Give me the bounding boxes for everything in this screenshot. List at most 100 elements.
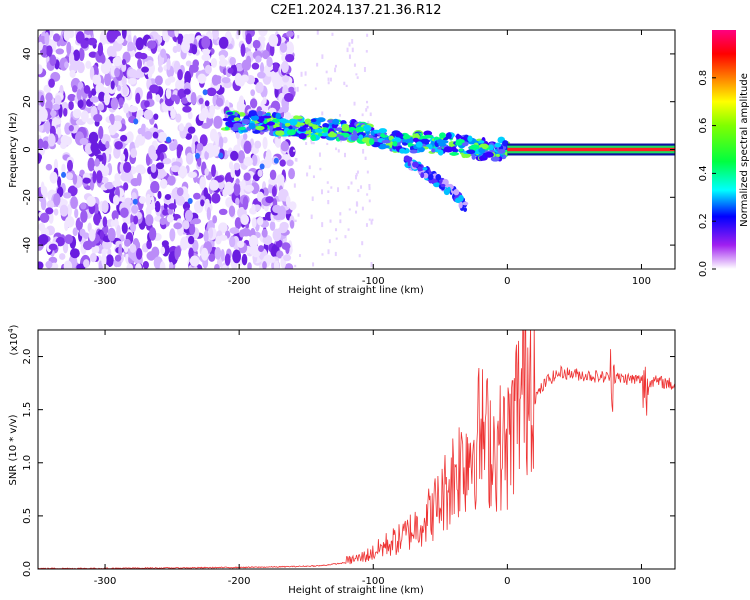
heatmap-cell — [240, 74, 249, 83]
heatmap-cell — [89, 252, 97, 263]
heatmap-cell — [427, 173, 434, 181]
heatmap-cell — [348, 42, 351, 47]
heatmap-cell — [237, 103, 247, 114]
heatmap-cell — [52, 118, 62, 125]
heatmap-cell — [356, 170, 359, 174]
heatmap-cell — [310, 214, 313, 220]
heatmap-cell — [153, 113, 159, 120]
heatmap-cell — [360, 185, 363, 189]
heatmap-cell — [162, 158, 172, 165]
heatmap-cell — [298, 133, 307, 140]
heatmap-cell — [180, 39, 191, 54]
heatmap-cell — [157, 190, 162, 199]
heatmap-cell — [356, 76, 359, 79]
heatmap-cell — [350, 181, 353, 185]
heatmap-cell — [392, 141, 398, 147]
heatmap-cell — [96, 170, 103, 184]
heatmap-cell — [334, 64, 337, 68]
heatmap-cell — [357, 189, 360, 193]
heatmap-cell — [339, 212, 342, 216]
heatmap-cell — [405, 138, 414, 144]
heatmap-cell — [273, 157, 279, 164]
heatmap-cell — [203, 187, 208, 198]
heatmap-cell — [160, 246, 166, 255]
heatmap-cell — [320, 132, 330, 137]
heatmap-cell — [237, 126, 246, 131]
heatmap-cell — [240, 43, 246, 57]
heatmap-cell — [241, 118, 250, 125]
heatmap-cell — [447, 186, 451, 193]
heatmap-cell — [297, 35, 300, 39]
heatmap-cell — [422, 172, 429, 179]
heatmap-cell — [182, 220, 190, 230]
heatmap-cell — [68, 100, 74, 111]
heatmap-cell — [137, 109, 144, 117]
heatmap-cell — [53, 192, 61, 207]
heatmap-cell — [203, 230, 209, 243]
heatmap-cell — [38, 41, 44, 51]
heatmap-cell — [436, 139, 447, 145]
colorbar-bar — [712, 30, 736, 269]
heatmap-cell — [241, 59, 252, 71]
y-tick-label: 0.0 — [22, 561, 33, 577]
heatmap-cell — [159, 217, 167, 226]
heatmap-cell — [79, 137, 89, 145]
heatmap-cell — [116, 35, 125, 44]
heatmap-cell — [78, 47, 85, 62]
heatmap-cell — [365, 108, 368, 112]
heatmap-cell — [93, 213, 101, 225]
heatmap-cell — [98, 125, 104, 140]
heatmap-cell — [135, 240, 141, 250]
heatmap-cell — [350, 119, 355, 127]
heatmap-cell — [200, 199, 205, 207]
heatmap-cell — [337, 187, 340, 192]
heatmap-cell — [365, 50, 368, 53]
heatmap-cell — [279, 118, 288, 124]
heatmap-cell — [443, 146, 454, 153]
heatmap-cell — [272, 204, 282, 214]
heatmap-cell — [335, 228, 338, 232]
heatmap-cell — [111, 210, 119, 221]
heatmap-cell — [53, 208, 59, 216]
heatmap-cell — [121, 222, 128, 234]
heatmap-cell — [321, 111, 324, 116]
snr-y-ticks: 0.0 0.5 1.0 1.5 2.0 — [22, 349, 675, 577]
heatmap-cell — [176, 144, 184, 153]
heatmap-cell — [294, 219, 297, 223]
heatmap-cell — [127, 68, 138, 78]
heatmap-cell — [262, 96, 267, 105]
heatmap-cell — [322, 127, 329, 133]
x-tick-label: -100 — [362, 276, 385, 287]
y-tick-label: 2.0 — [22, 349, 33, 365]
heatmap-cell — [362, 124, 372, 132]
heatmap-cell — [69, 69, 76, 78]
heatmap-cell — [166, 214, 174, 223]
heatmap-cell — [124, 197, 132, 205]
heatmap-cell — [133, 215, 139, 225]
heatmap-cell — [234, 217, 242, 230]
heatmap-cell — [251, 154, 258, 166]
heatmap-cell — [294, 264, 297, 268]
heatmap-cell — [261, 228, 268, 238]
heatmap-cell — [127, 78, 137, 85]
heatmap-cell — [135, 133, 146, 146]
heatmap-cell — [422, 167, 428, 171]
heatmap-cell — [73, 49, 80, 61]
heatmap-cell — [250, 89, 256, 97]
heatmap-cell — [101, 152, 107, 166]
heatmap-cell — [38, 234, 49, 245]
heatmap-cell — [208, 227, 214, 239]
heatmap-cell — [105, 140, 110, 149]
heatmap-cell — [219, 59, 228, 67]
heatmap-cell — [201, 122, 211, 129]
heatmap-cell — [76, 88, 82, 101]
heatmap-cell — [495, 153, 500, 158]
heatmap-cell — [157, 131, 168, 143]
x-tick-label: -100 — [362, 576, 385, 587]
heatmap-cell — [76, 263, 86, 269]
heatmap-cell — [52, 33, 61, 42]
heatmap-cell — [241, 253, 248, 266]
heatmap-cell — [64, 216, 75, 228]
heatmap-cell — [66, 41, 72, 56]
